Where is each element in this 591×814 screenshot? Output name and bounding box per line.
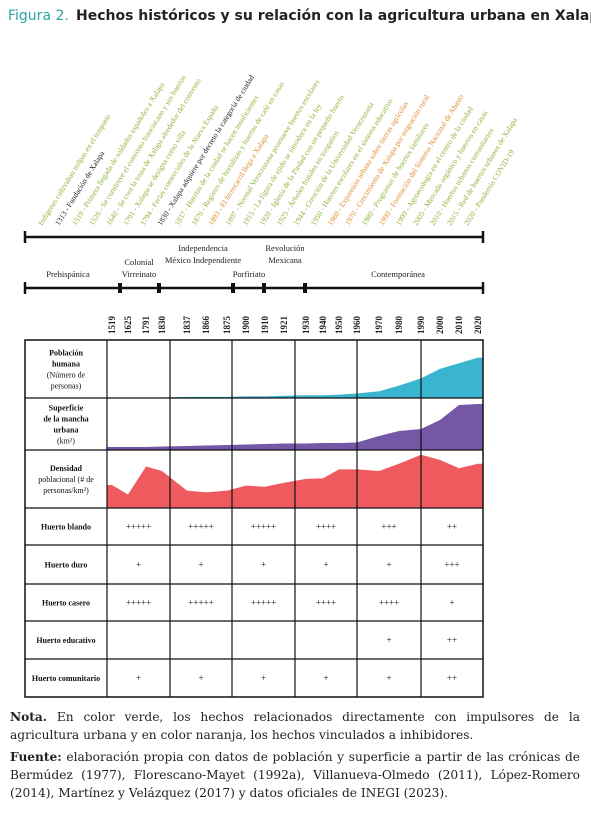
- period-label: México Independiente: [165, 255, 241, 265]
- year-label: 1519: [107, 316, 117, 335]
- notes: Nota. En color verde, los hechos relacio…: [10, 708, 580, 806]
- area: [107, 404, 483, 450]
- year-label: 1830: [157, 316, 167, 335]
- cell: +: [198, 560, 203, 570]
- cell: +++++: [251, 598, 276, 608]
- cell: +: [386, 673, 391, 683]
- nota-text: En color verde, los hechos relacionados …: [10, 710, 580, 742]
- period-label: Virreinato: [122, 269, 156, 279]
- row-header: Huerto duro: [45, 561, 88, 570]
- year-label: 2000: [435, 316, 445, 335]
- cell: +++++: [188, 522, 213, 532]
- row-header: personas/km²): [43, 486, 89, 495]
- cell: ++++: [316, 522, 336, 532]
- cell: +: [386, 635, 391, 645]
- year-label: 2010: [454, 316, 464, 335]
- cell: +++: [381, 522, 396, 532]
- year-label: 1960: [352, 316, 362, 335]
- period-label: Revolución: [265, 243, 305, 253]
- year-label: 1990: [416, 316, 426, 335]
- year-label: 1625: [123, 316, 133, 335]
- cell: +++++: [126, 522, 151, 532]
- year-label: 1866: [201, 316, 211, 335]
- row-header: Huerto comunitario: [32, 674, 100, 683]
- year-label: 1950: [334, 316, 344, 335]
- figure: Figura 2. Hechos históricos y su relació…: [8, 8, 591, 698]
- period-divider: [303, 283, 307, 293]
- period-label: Mexicana: [268, 255, 302, 265]
- cell: +: [323, 673, 328, 683]
- period-label: Independencia: [178, 243, 228, 253]
- row-header: poblacional (# de: [38, 475, 94, 484]
- row-header: de la mancha: [43, 415, 88, 424]
- cell: +: [136, 673, 141, 683]
- cell: ++: [447, 673, 457, 683]
- cell: +++++: [188, 598, 213, 608]
- year-label: 1791: [141, 316, 151, 335]
- period-divider: [262, 283, 266, 293]
- figure-title: Hechos históricos y su relación con la a…: [76, 8, 591, 24]
- fuente-label: Fuente:: [10, 750, 62, 764]
- cell: ++: [447, 635, 457, 645]
- period-label: Colonial: [124, 257, 154, 267]
- cell: +: [136, 560, 141, 570]
- row-header: personas): [51, 382, 82, 391]
- row-header: humana: [52, 360, 80, 369]
- cell: +++: [444, 560, 459, 570]
- row-header: Huerto casero: [42, 599, 90, 608]
- cell: ++++: [316, 598, 336, 608]
- row-header: Huerto blando: [41, 523, 91, 532]
- year-label: 1910: [260, 316, 270, 335]
- year-label: 1921: [279, 316, 289, 335]
- year-label: 1875: [222, 316, 232, 335]
- year-label: 1980: [394, 316, 404, 335]
- table-border: [24, 339, 484, 698]
- year-label: 1970: [374, 316, 384, 335]
- row-header: (Número de: [47, 371, 86, 380]
- row-header: urbana: [54, 426, 79, 435]
- nota-label: Nota.: [10, 710, 48, 724]
- cell: +: [261, 560, 266, 570]
- table: Población humana (Número de personas) Superf…: [24, 339, 484, 698]
- cell: ++++: [379, 598, 399, 608]
- events: Indígenas cultivaban milpas en el traspa…: [36, 73, 519, 227]
- row-header: Densidad: [50, 464, 83, 473]
- cell: +: [449, 598, 454, 608]
- period-label: Prehispánica: [46, 269, 90, 279]
- row-header: Superficie: [49, 404, 84, 413]
- period-label: Contemporánea: [371, 269, 425, 279]
- period-divider: [231, 283, 235, 293]
- fuente: Fuente: elaboración propia con datos de …: [10, 748, 580, 802]
- row-header: Población: [49, 349, 83, 358]
- year-label: 1940: [318, 316, 328, 335]
- figure-label: Figura 2.: [8, 8, 69, 24]
- fuente-text: elaboración propia con datos de població…: [10, 750, 580, 800]
- period-label: Porfiriato: [233, 269, 266, 279]
- cell: +++++: [251, 522, 276, 532]
- period-divider: [118, 283, 122, 293]
- cell: ++: [447, 522, 457, 532]
- cell: +++++: [126, 598, 151, 608]
- area: [107, 357, 483, 398]
- cell: +: [261, 673, 266, 683]
- nota: Nota. En color verde, los hechos relacio…: [10, 708, 580, 744]
- row-header: (km²): [57, 437, 75, 446]
- year-label: 1900: [241, 316, 251, 335]
- year-label: 1837: [182, 316, 192, 335]
- cell: +: [323, 560, 328, 570]
- cell: +: [386, 560, 391, 570]
- year-label: 1930: [301, 316, 311, 335]
- cell: +: [198, 673, 203, 683]
- year-label: 2020: [473, 316, 483, 335]
- period-divider: [157, 283, 161, 293]
- row-header: Huerto educativo: [36, 636, 95, 645]
